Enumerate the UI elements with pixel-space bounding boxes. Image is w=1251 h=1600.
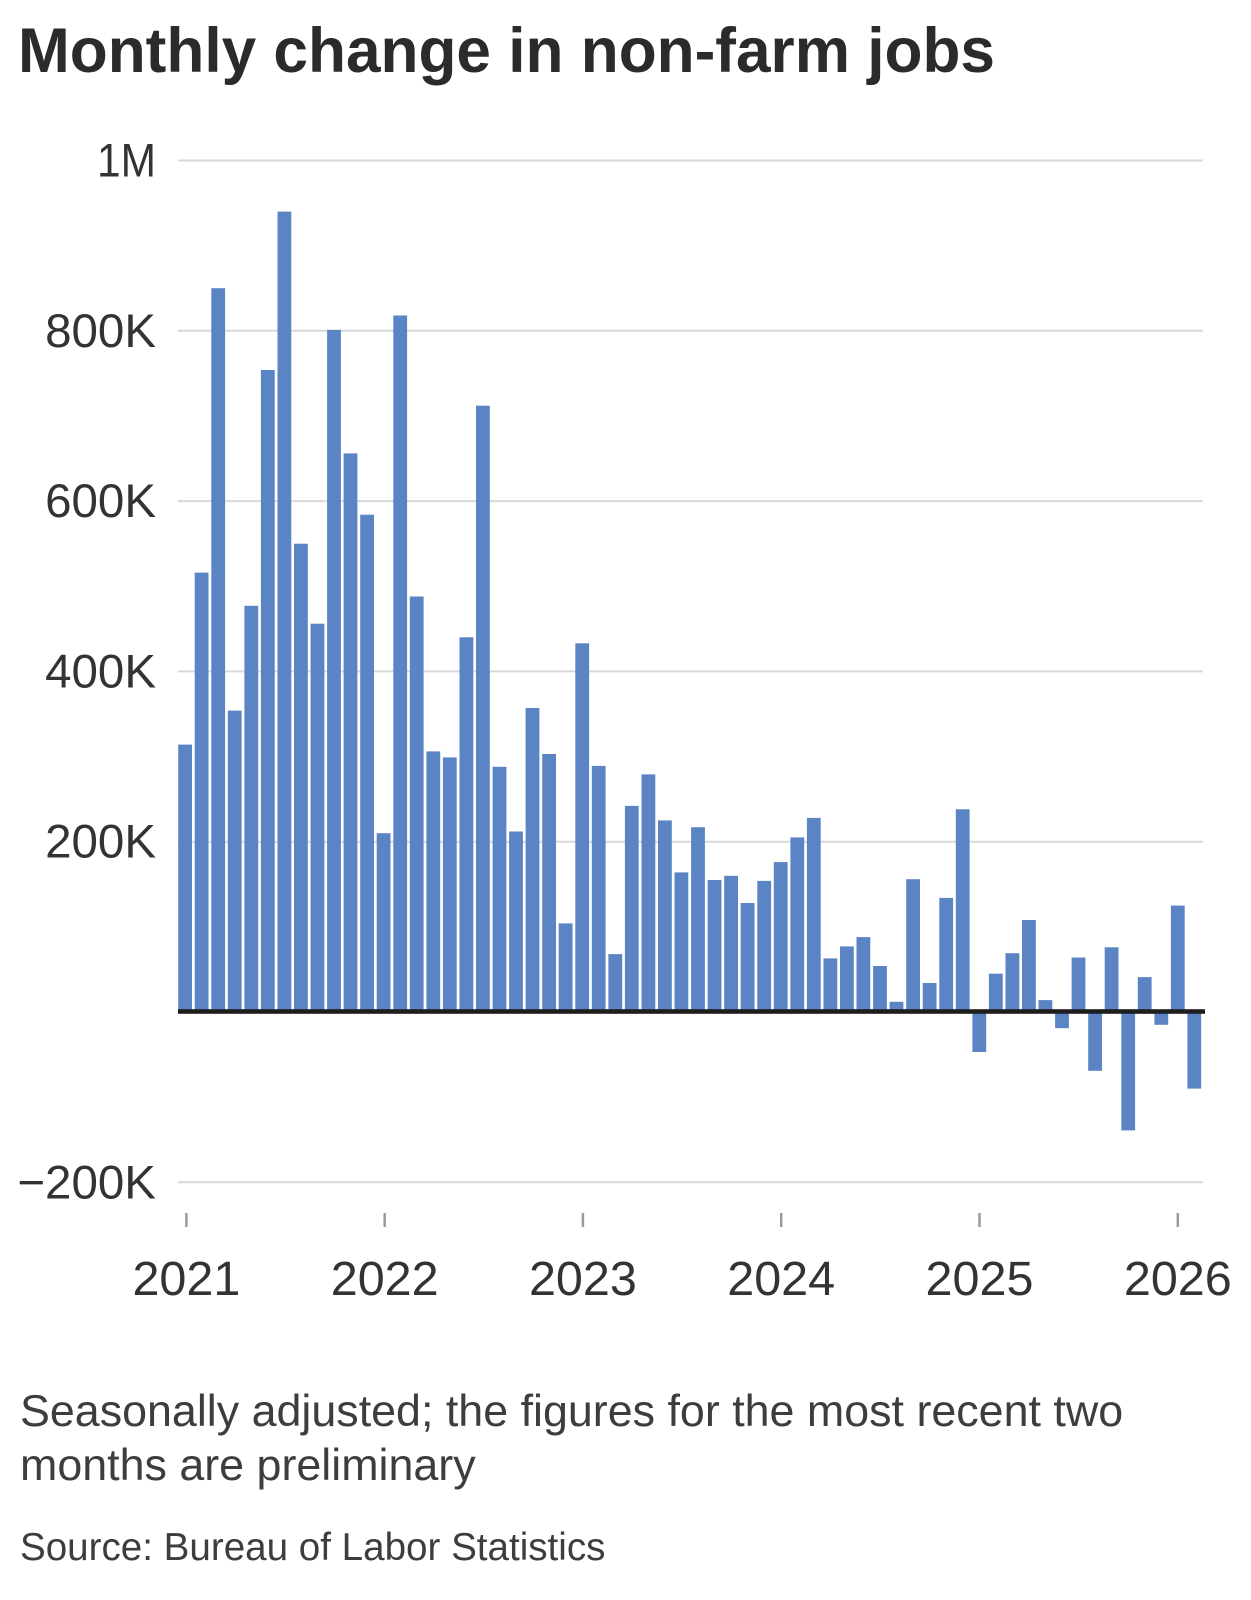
svg-text:months are preliminary: months are preliminary [20, 1440, 476, 1490]
svg-text:Seasonally adjusted; the figur: Seasonally adjusted; the figures for the… [20, 1386, 1123, 1436]
svg-text:600K: 600K [45, 475, 156, 528]
svg-text:2021: 2021 [132, 1252, 240, 1306]
svg-text:200K: 200K [45, 816, 156, 869]
svg-text:−200K: −200K [17, 1156, 156, 1209]
svg-text:2022: 2022 [331, 1252, 439, 1306]
svg-text:Source: Bureau of Labor Statis: Source: Bureau of Labor Statistics [20, 1526, 605, 1569]
svg-text:2026: 2026 [1124, 1252, 1232, 1306]
svg-text:800K: 800K [45, 305, 156, 358]
svg-text:2023: 2023 [529, 1252, 637, 1306]
svg-text:400K: 400K [45, 645, 156, 698]
svg-text:2024: 2024 [727, 1252, 835, 1306]
svg-text:2025: 2025 [926, 1252, 1034, 1306]
svg-text:1M: 1M [97, 135, 156, 188]
svg-text:Monthly change in non-farm job: Monthly change in non-farm jobs [18, 16, 995, 86]
